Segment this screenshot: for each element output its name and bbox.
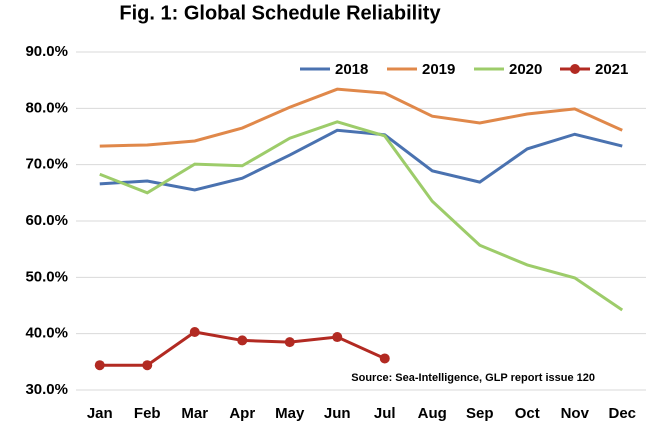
y-tick-label: 40.0% <box>25 325 68 342</box>
x-tick-label: Apr <box>229 405 255 422</box>
x-tick-label: Jun <box>324 405 351 422</box>
legend-label: 2021 <box>595 61 628 78</box>
x-tick-label: May <box>275 405 305 422</box>
point <box>284 337 295 348</box>
point <box>237 335 248 346</box>
legend-label: 2019 <box>422 61 455 78</box>
chart-title: Fig. 1: Global Schedule Reliability <box>119 2 441 24</box>
x-tick-label: Aug <box>418 405 447 422</box>
x-tick-label: Oct <box>515 405 540 422</box>
y-tick-label: 80.0% <box>25 99 68 116</box>
legend-marker <box>570 64 580 74</box>
x-tick-label: Feb <box>134 405 161 422</box>
x-tick-label: Dec <box>608 405 636 422</box>
x-tick-label: Jan <box>87 405 113 422</box>
point <box>379 353 390 364</box>
y-tick-label: 50.0% <box>25 268 68 285</box>
point <box>332 332 343 343</box>
annotation: Source: Sea-Intelligence, GLP report iss… <box>351 372 595 384</box>
y-tick-label: 70.0% <box>25 156 68 173</box>
legend-label: 2018 <box>335 61 368 78</box>
x-tick-label: Sep <box>466 405 494 422</box>
x-tick-label: Nov <box>561 405 590 422</box>
series-line <box>99 87 623 148</box>
y-tick-label: 30.0% <box>25 381 68 398</box>
y-tick-label: 60.0% <box>25 212 68 229</box>
point <box>142 360 153 371</box>
point <box>94 360 105 371</box>
y-tick-label: 90.0% <box>25 43 68 60</box>
x-tick-label: Jul <box>374 405 396 422</box>
legend-label: 2020 <box>509 61 542 78</box>
series-line <box>99 128 623 192</box>
series-line <box>99 120 624 312</box>
point <box>189 326 200 337</box>
x-tick-label: Mar <box>181 405 208 422</box>
